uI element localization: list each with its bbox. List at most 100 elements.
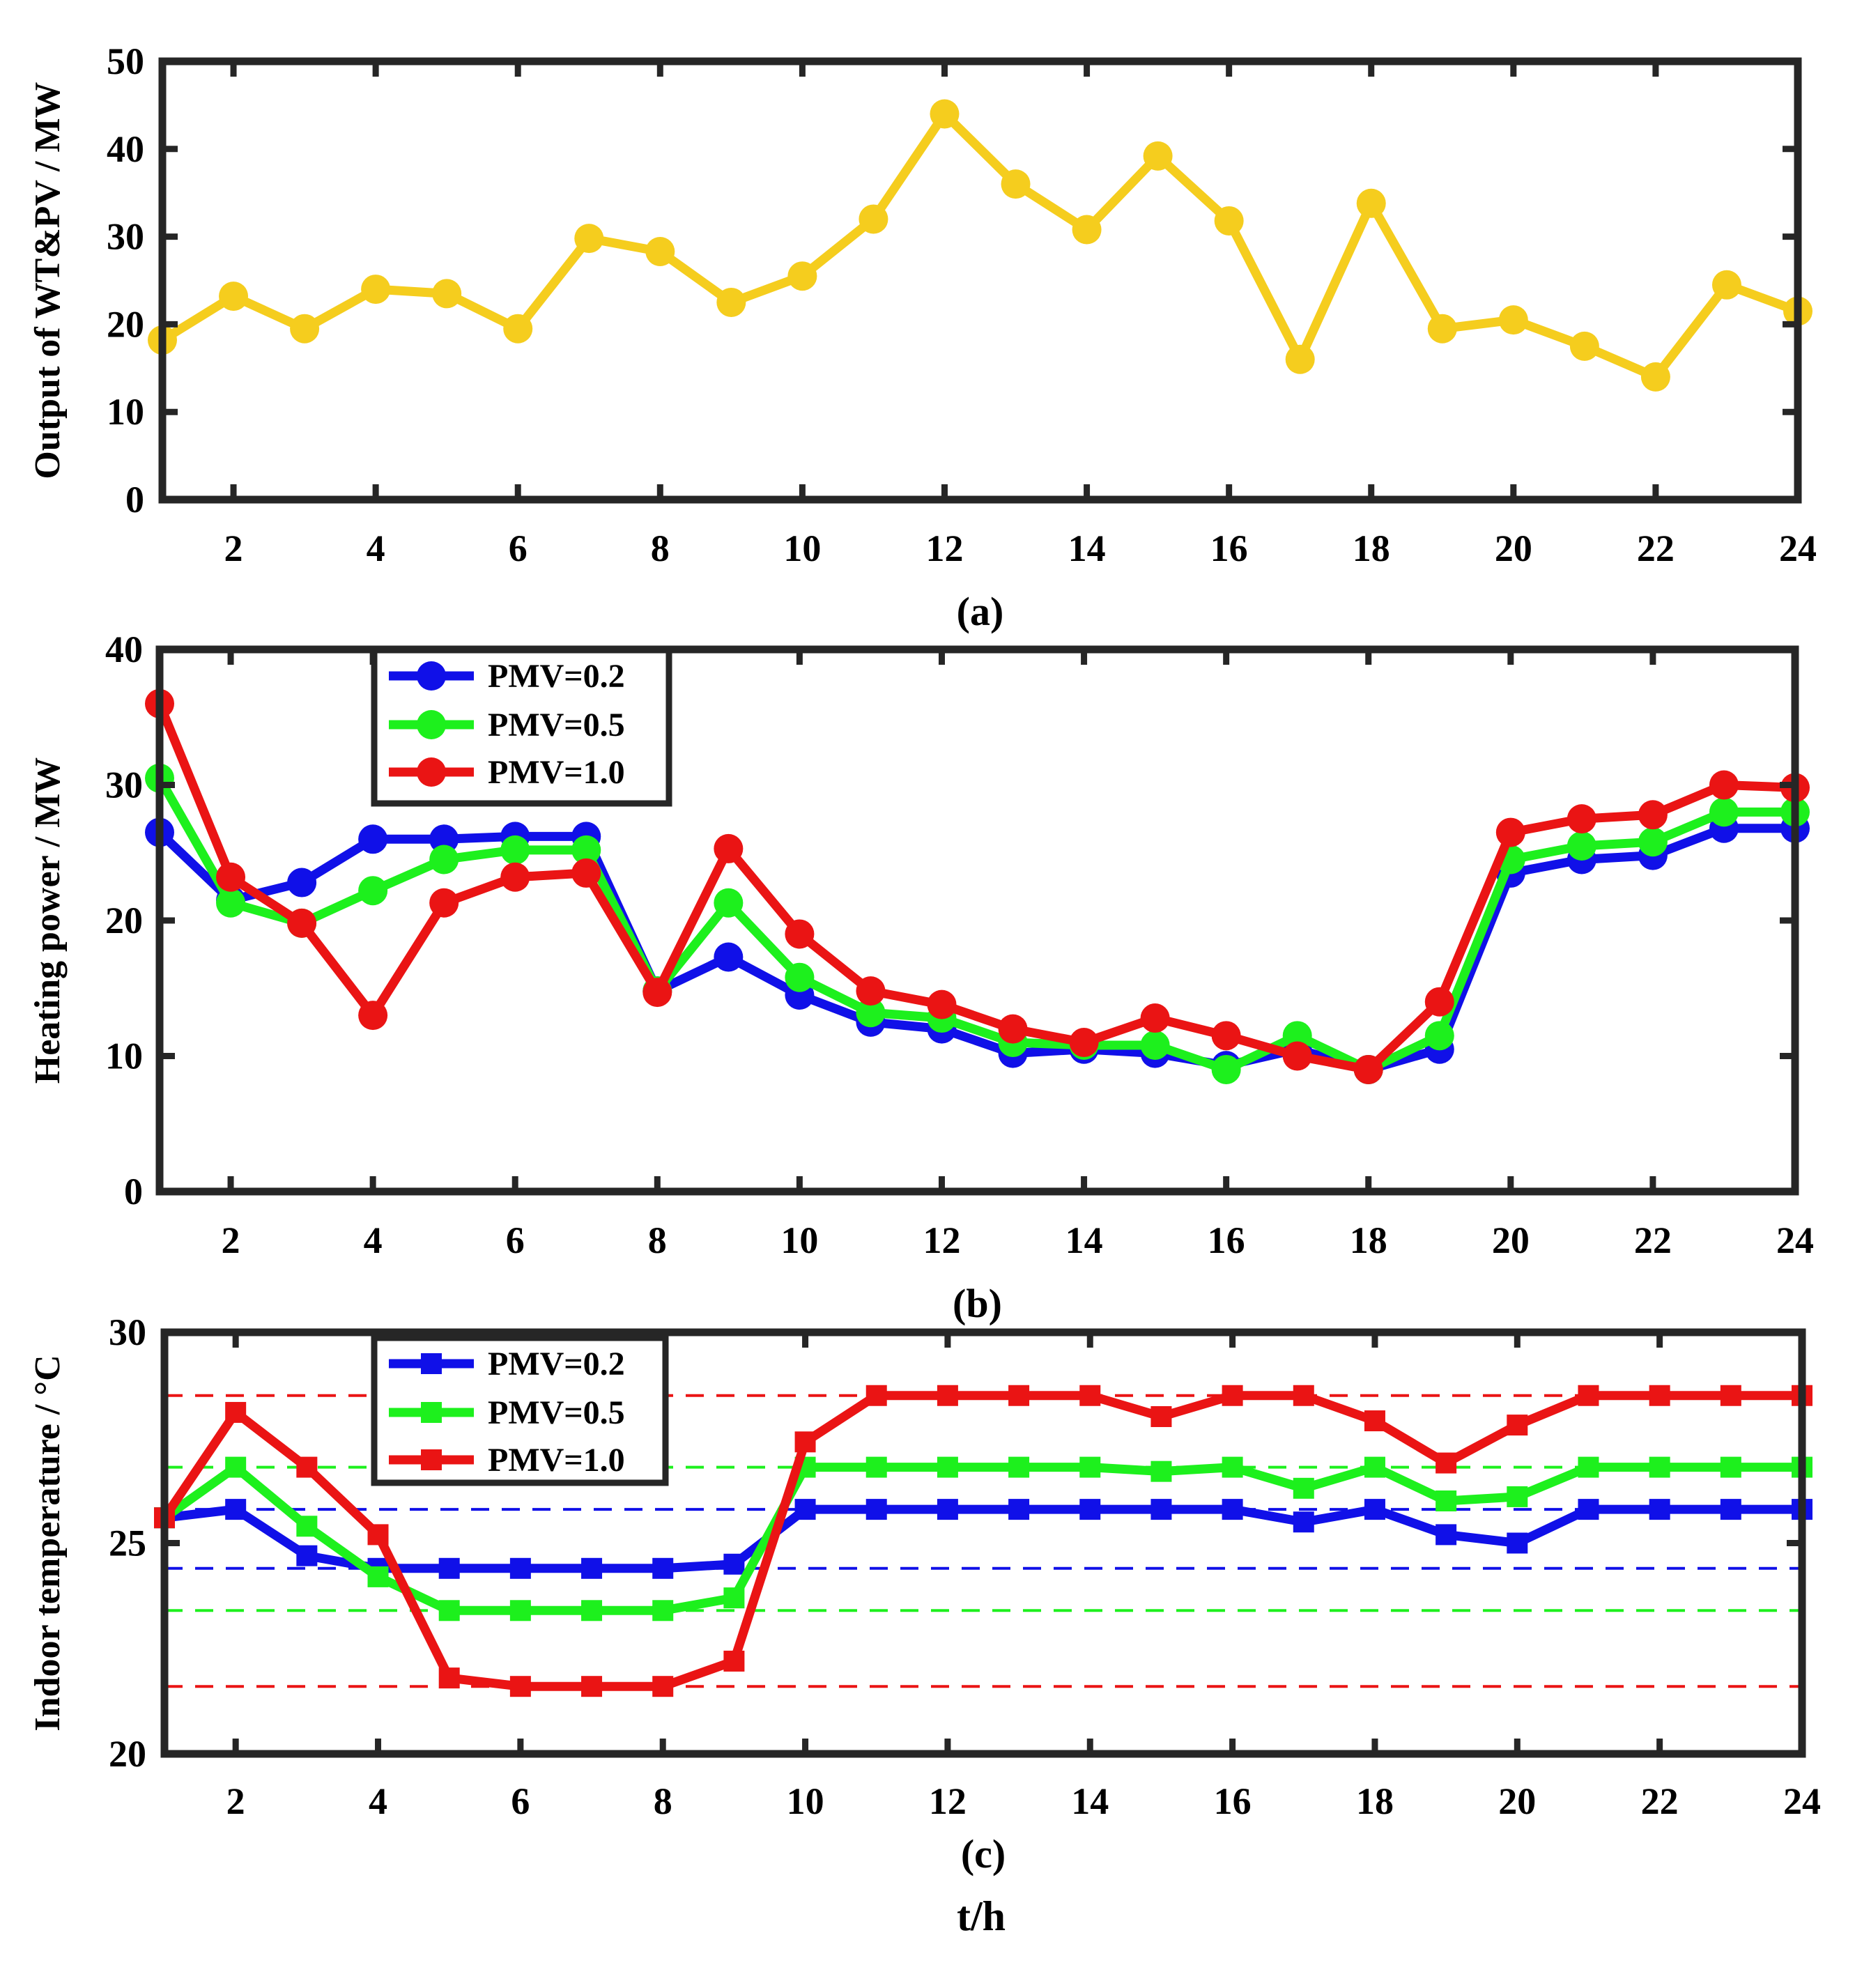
y-tick-label: 25 xyxy=(109,1523,146,1564)
data-point xyxy=(1150,1499,1172,1520)
y-tick-label: 30 xyxy=(109,1311,146,1353)
data-point xyxy=(1567,831,1596,861)
data-point xyxy=(1424,987,1454,1017)
legend-marker xyxy=(417,710,446,739)
y-tick-label: 10 xyxy=(107,391,144,433)
data-point xyxy=(785,962,815,992)
data-point xyxy=(1282,1021,1312,1051)
legend-marker xyxy=(421,1353,442,1374)
data-point xyxy=(645,236,675,266)
data-point xyxy=(1150,1406,1172,1427)
x-tick-label: 18 xyxy=(1356,1780,1394,1822)
data-point xyxy=(1498,305,1528,335)
panel-b-x-ticks: 2 4 6 8 10 12 14 16 18 20 22 24 xyxy=(222,649,1814,1261)
panel-c-reference-lines xyxy=(164,1394,1802,1688)
series-pmv-1-0 xyxy=(154,1385,1812,1697)
legend-marker xyxy=(417,661,446,691)
data-point xyxy=(1435,1490,1457,1511)
panel-c-legend: PMV=0.2 PMV=0.5 PMV=1.0 xyxy=(371,1334,669,1486)
x-tick-label: 6 xyxy=(509,527,528,569)
data-point xyxy=(574,224,604,254)
x-tick-label: 24 xyxy=(1776,1219,1814,1261)
data-point xyxy=(1293,1385,1314,1406)
data-point xyxy=(225,1401,247,1423)
legend-marker xyxy=(421,1449,442,1470)
data-point xyxy=(1364,1410,1385,1432)
data-point xyxy=(1709,797,1739,827)
data-point xyxy=(1720,1499,1741,1520)
legend-label: PMV=0.5 xyxy=(488,707,625,743)
data-point xyxy=(937,1385,958,1406)
data-point xyxy=(865,1499,887,1520)
legend-label: PMV=0.2 xyxy=(488,1346,625,1382)
x-tick-label: 4 xyxy=(364,1219,383,1261)
legend-marker-shape xyxy=(417,710,446,739)
data-point xyxy=(1720,1456,1741,1478)
data-point xyxy=(1507,1486,1528,1507)
panel-a-caption: (a) xyxy=(957,589,1004,634)
data-point xyxy=(714,888,744,918)
y-tick-label: 20 xyxy=(109,1733,146,1775)
data-point xyxy=(1001,169,1031,199)
data-point xyxy=(358,824,388,854)
data-point xyxy=(1578,1385,1599,1406)
data-point xyxy=(1640,362,1670,392)
data-point xyxy=(358,876,388,906)
x-tick-label: 22 xyxy=(1641,1780,1679,1822)
data-point xyxy=(581,1600,603,1621)
data-point xyxy=(581,1676,603,1697)
data-point xyxy=(723,1587,745,1609)
data-point xyxy=(1353,1054,1383,1084)
data-point xyxy=(1364,1456,1385,1478)
data-point xyxy=(1578,1456,1599,1478)
x-tick-label: 18 xyxy=(1353,527,1390,569)
data-point xyxy=(1285,344,1315,374)
y-tick-label: 50 xyxy=(107,40,144,82)
data-point xyxy=(571,835,601,865)
data-point xyxy=(367,1566,389,1587)
data-point xyxy=(1495,817,1525,847)
data-point xyxy=(1720,1385,1741,1406)
data-point xyxy=(581,1557,603,1579)
panel-c-y-axis-label: Indoor temperature / °C xyxy=(28,1355,68,1731)
data-point xyxy=(716,287,746,317)
data-point xyxy=(856,998,886,1028)
data-point xyxy=(361,275,391,305)
panel-b-y-ticks: 0 10 20 30 40 xyxy=(105,629,1795,1212)
data-point xyxy=(500,862,530,892)
x-tick-label: 14 xyxy=(1065,1219,1103,1261)
data-point xyxy=(714,942,744,972)
legend-marker xyxy=(417,757,446,787)
y-tick-label: 0 xyxy=(125,479,144,521)
data-point xyxy=(1222,1385,1243,1406)
panel-c-x-ticks: 2 4 6 8 10 12 14 16 18 20 22 24 xyxy=(226,1332,1821,1822)
data-point xyxy=(1649,1456,1670,1478)
data-point xyxy=(429,888,459,918)
x-tick-label: 10 xyxy=(783,527,821,569)
x-tick-label: 2 xyxy=(226,1780,245,1822)
data-point xyxy=(927,989,957,1019)
data-point xyxy=(296,1516,318,1537)
legend-marker-shape xyxy=(421,1353,442,1374)
data-point xyxy=(1072,215,1102,245)
y-tick-label: 0 xyxy=(124,1171,143,1212)
data-point xyxy=(1567,804,1596,834)
data-point xyxy=(723,1650,745,1672)
x-tick-label: 16 xyxy=(1214,1780,1252,1822)
data-point xyxy=(794,1499,816,1520)
y-tick-label: 10 xyxy=(105,1035,143,1077)
x-tick-label: 8 xyxy=(651,527,670,569)
data-point xyxy=(225,1499,247,1520)
x-tick-label: 24 xyxy=(1783,1780,1821,1822)
x-tick-label: 22 xyxy=(1637,527,1675,569)
x-tick-label: 12 xyxy=(923,1219,960,1261)
x-tick-label: 16 xyxy=(1208,1219,1245,1261)
legend-label: PMV=1.0 xyxy=(488,754,625,791)
data-point xyxy=(1364,1499,1385,1520)
data-point xyxy=(785,919,815,949)
data-point xyxy=(225,1456,247,1478)
data-point xyxy=(1282,1041,1312,1071)
